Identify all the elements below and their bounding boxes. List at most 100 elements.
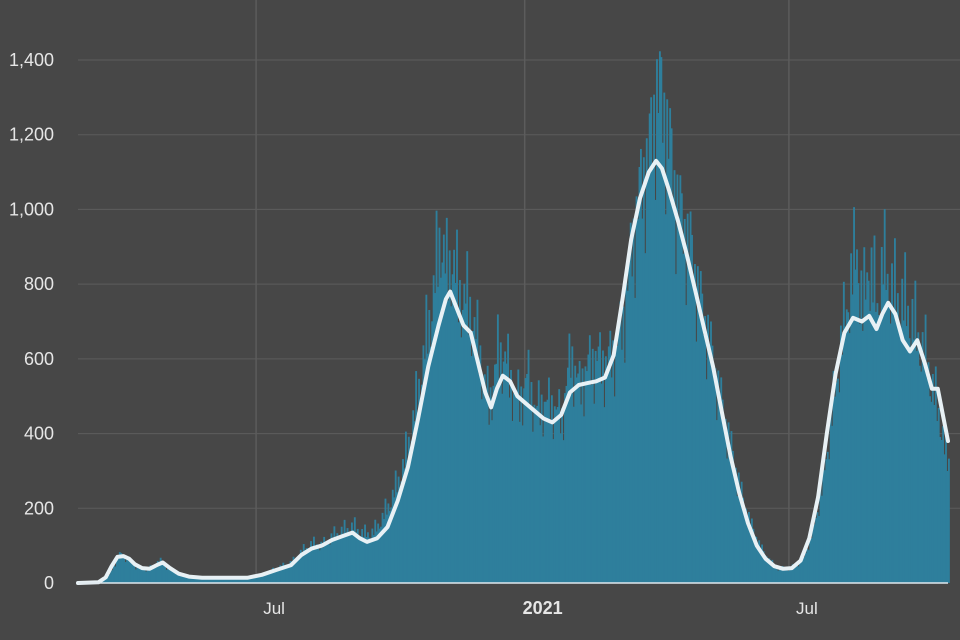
bar-595 bbox=[946, 470, 949, 583]
bar-331 bbox=[561, 407, 564, 583]
bar-168 bbox=[323, 536, 326, 583]
bar-283 bbox=[491, 420, 493, 583]
bar-85 bbox=[202, 578, 204, 583]
bar-195 bbox=[362, 537, 365, 583]
y-tick-label-1000: 1,000 bbox=[9, 199, 54, 219]
bar-202 bbox=[372, 535, 375, 583]
bar-392 bbox=[650, 97, 653, 584]
bar-366 bbox=[612, 340, 615, 583]
bar-292 bbox=[504, 351, 507, 583]
bar-379 bbox=[631, 276, 634, 583]
bar-322 bbox=[548, 377, 550, 583]
bar-26 bbox=[115, 558, 118, 583]
y-tick-label-800: 800 bbox=[24, 274, 54, 294]
bar-23 bbox=[111, 570, 114, 583]
bar-298 bbox=[513, 393, 515, 583]
bar-218 bbox=[396, 492, 399, 583]
bar-66 bbox=[174, 571, 177, 583]
bar-50 bbox=[150, 565, 153, 583]
bar-79 bbox=[193, 577, 196, 583]
bar-233 bbox=[418, 378, 420, 583]
bar-347 bbox=[584, 366, 587, 583]
bar-24 bbox=[113, 564, 115, 583]
bar-412 bbox=[679, 175, 682, 583]
bar-550 bbox=[880, 247, 883, 583]
bar-275 bbox=[479, 345, 482, 583]
bar-531 bbox=[853, 207, 855, 583]
bar-188 bbox=[352, 530, 355, 583]
bar-30 bbox=[121, 558, 124, 583]
bar-535 bbox=[858, 323, 861, 583]
bar-112 bbox=[241, 577, 244, 583]
bar-193 bbox=[359, 537, 362, 583]
bar-455 bbox=[742, 497, 745, 583]
bar-368 bbox=[615, 334, 618, 583]
bar-506 bbox=[816, 512, 819, 583]
bar-227 bbox=[409, 452, 412, 583]
bar-526 bbox=[845, 309, 848, 583]
bar-385 bbox=[640, 148, 642, 583]
bar-546 bbox=[875, 311, 877, 583]
bar-89 bbox=[207, 578, 210, 583]
bar-497 bbox=[803, 556, 806, 583]
bar-133 bbox=[272, 567, 274, 583]
bar-572 bbox=[912, 339, 915, 583]
bar-494 bbox=[799, 559, 801, 583]
bar-300 bbox=[515, 395, 518, 583]
bar-166 bbox=[320, 541, 323, 583]
bar-217 bbox=[394, 470, 397, 583]
bar-484 bbox=[784, 569, 787, 583]
bar-171 bbox=[327, 542, 330, 583]
bar-462 bbox=[752, 528, 755, 583]
bar-113 bbox=[242, 577, 245, 583]
bar-196 bbox=[364, 524, 366, 583]
bar-345 bbox=[581, 368, 584, 583]
bar-194 bbox=[361, 529, 364, 583]
bar-354 bbox=[594, 350, 597, 583]
bar-532 bbox=[854, 269, 857, 583]
bar-293 bbox=[505, 363, 508, 583]
bar-20 bbox=[107, 576, 110, 583]
bar-371 bbox=[619, 301, 622, 583]
bar-223 bbox=[403, 468, 406, 583]
bar-409 bbox=[675, 274, 677, 583]
bar-586 bbox=[933, 404, 936, 583]
bar-438 bbox=[717, 370, 720, 583]
bar-98 bbox=[221, 577, 223, 583]
bar-517 bbox=[832, 370, 835, 583]
bar-404 bbox=[667, 158, 670, 584]
bar-426 bbox=[699, 271, 702, 583]
bar-271 bbox=[473, 317, 476, 583]
bar-165 bbox=[318, 550, 321, 583]
bar-102 bbox=[226, 579, 229, 583]
bar-365 bbox=[610, 377, 613, 583]
bar-150 bbox=[296, 557, 299, 583]
bar-180 bbox=[340, 526, 343, 583]
bar-93 bbox=[213, 578, 216, 583]
bar-297 bbox=[511, 420, 514, 583]
bar-465 bbox=[756, 548, 759, 583]
bar-423 bbox=[695, 341, 698, 583]
bar-485 bbox=[785, 568, 788, 583]
bar-320 bbox=[545, 401, 547, 583]
bar-259 bbox=[456, 229, 458, 584]
bar-128 bbox=[264, 573, 267, 583]
bar-495 bbox=[800, 561, 803, 583]
bar-164 bbox=[317, 546, 320, 583]
bar-350 bbox=[588, 335, 591, 583]
bar-222 bbox=[402, 459, 404, 583]
bar-355 bbox=[596, 360, 599, 583]
bar-357 bbox=[599, 332, 601, 583]
bar-215 bbox=[391, 489, 394, 583]
bar-44 bbox=[142, 569, 145, 583]
bar-334 bbox=[565, 385, 568, 583]
bar-83 bbox=[199, 578, 202, 583]
bar-239 bbox=[426, 353, 429, 583]
bar-570 bbox=[910, 347, 912, 583]
bar-596 bbox=[948, 458, 950, 583]
x-tick-label-1: 2021 bbox=[523, 598, 563, 618]
bar-344 bbox=[580, 404, 583, 583]
bar-28 bbox=[118, 552, 121, 583]
bar-216 bbox=[393, 497, 396, 583]
bar-558 bbox=[892, 309, 895, 583]
